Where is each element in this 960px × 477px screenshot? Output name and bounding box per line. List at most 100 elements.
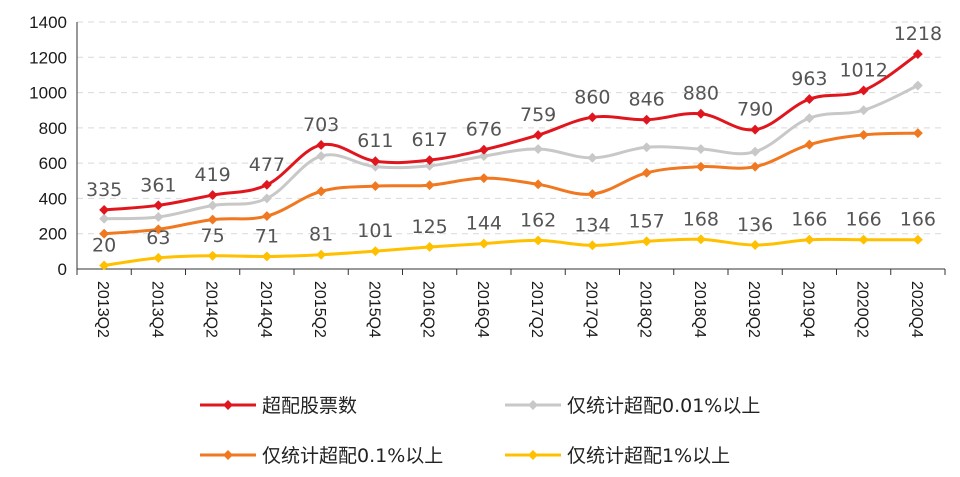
- data-label: 166: [845, 209, 881, 231]
- data-point: [207, 200, 218, 211]
- y-tick-label: 1400: [29, 13, 67, 32]
- data-point: [370, 156, 381, 167]
- data-point: [153, 224, 164, 235]
- data-label: 361: [140, 174, 176, 196]
- data-point: [207, 214, 218, 225]
- data-point: [316, 151, 327, 162]
- series-line: [102, 131, 920, 236]
- series-line: [102, 237, 920, 267]
- x-tick-label: 2015Q2: [311, 281, 328, 338]
- legend-swatch-marker: [528, 450, 538, 460]
- x-tick-label: 2020Q4: [908, 281, 925, 338]
- legend-item: 超配股票数: [200, 395, 357, 417]
- legend-swatch-marker: [223, 400, 233, 410]
- data-point: [750, 146, 761, 157]
- x-tick-label: 2014Q4: [257, 281, 274, 338]
- data-point: [858, 129, 869, 140]
- data-label: 790: [737, 99, 773, 121]
- legend-label: 仅统计超配0.01%以上: [567, 395, 760, 417]
- data-label: 20: [92, 234, 116, 256]
- data-label: 335: [86, 179, 122, 201]
- y-tick-label: 600: [39, 154, 67, 173]
- data-point: [695, 234, 706, 245]
- data-point: [858, 85, 869, 96]
- data-point: [99, 228, 110, 239]
- data-label: 125: [411, 216, 447, 238]
- data-label: 101: [357, 220, 393, 242]
- data-label: 846: [628, 89, 664, 111]
- legend-swatch-marker: [528, 400, 538, 410]
- data-label: 759: [520, 104, 556, 126]
- data-point: [804, 234, 815, 245]
- data-label: 134: [574, 214, 610, 236]
- data-label: 1218: [894, 23, 942, 45]
- grid-lines: [77, 21, 945, 235]
- data-label: 703: [303, 114, 339, 136]
- data-point: [912, 80, 923, 91]
- data-point: [261, 251, 272, 262]
- y-tick-label: 1000: [29, 84, 67, 103]
- data-point: [533, 235, 544, 246]
- data-point: [587, 189, 598, 199]
- data-label: 168: [683, 208, 719, 230]
- series-group: [99, 49, 923, 271]
- x-tick-label: 2019Q2: [745, 281, 762, 338]
- y-tick-labels: 0 200 400 600 800 1000 1200 1400: [29, 13, 67, 279]
- x-tick-label: 2020Q2: [854, 281, 871, 338]
- data-point: [478, 173, 489, 184]
- data-point: [370, 246, 381, 257]
- data-point: [695, 161, 706, 172]
- data-label: 880: [683, 83, 719, 105]
- legend-item: 仅统计超配1%以上: [505, 445, 730, 467]
- data-point: [153, 212, 164, 222]
- data-point: [533, 179, 544, 190]
- data-point: [99, 213, 110, 224]
- data-point: [858, 105, 869, 116]
- data-point: [261, 211, 272, 222]
- x-tick-label: 2013Q2: [94, 281, 111, 338]
- data-point: [424, 160, 435, 171]
- series-3: [99, 234, 923, 271]
- x-tick-label: 2018Q4: [691, 281, 708, 338]
- x-tick-label: 2013Q4: [148, 281, 165, 338]
- data-point: [533, 130, 544, 141]
- data-point: [912, 49, 923, 60]
- legend-label: 仅统计超配1%以上: [567, 445, 730, 467]
- data-point: [316, 140, 327, 150]
- data-point: [207, 250, 218, 261]
- data-point: [804, 139, 815, 150]
- data-point: [804, 94, 815, 105]
- x-tick-label: 2016Q4: [474, 281, 491, 338]
- data-label: 136: [737, 214, 773, 236]
- x-tick-label: 2019Q4: [799, 281, 816, 338]
- data-point: [750, 124, 761, 135]
- y-tick-label: 800: [39, 119, 67, 138]
- x-tick-label: 2017Q2: [528, 281, 545, 338]
- data-point: [478, 151, 489, 162]
- data-point: [804, 113, 815, 124]
- data-label: 1012: [839, 59, 887, 81]
- data-point: [316, 186, 327, 197]
- legend-label: 仅统计超配0.1%以上: [262, 445, 443, 467]
- data-point: [641, 114, 652, 125]
- data-label: 144: [466, 213, 502, 235]
- data-point: [587, 240, 598, 251]
- x-tick-label: 2016Q2: [420, 281, 437, 338]
- data-point: [912, 234, 923, 245]
- legend-item: 仅统计超配0.1%以上: [200, 445, 443, 467]
- data-point: [316, 249, 327, 260]
- series-2: [99, 128, 923, 239]
- data-point: [858, 234, 869, 245]
- data-label: 611: [357, 130, 393, 152]
- data-label: 617: [411, 129, 447, 151]
- series-line: [102, 84, 920, 221]
- data-point: [424, 180, 435, 191]
- data-point: [587, 112, 598, 123]
- data-labels: 335 361 419 477 703 611 617 676 759 860 846 880 790 9…: [86, 23, 942, 256]
- data-label: 63: [146, 227, 170, 249]
- data-point: [641, 167, 652, 178]
- data-point: [695, 144, 706, 154]
- data-point: [750, 161, 761, 172]
